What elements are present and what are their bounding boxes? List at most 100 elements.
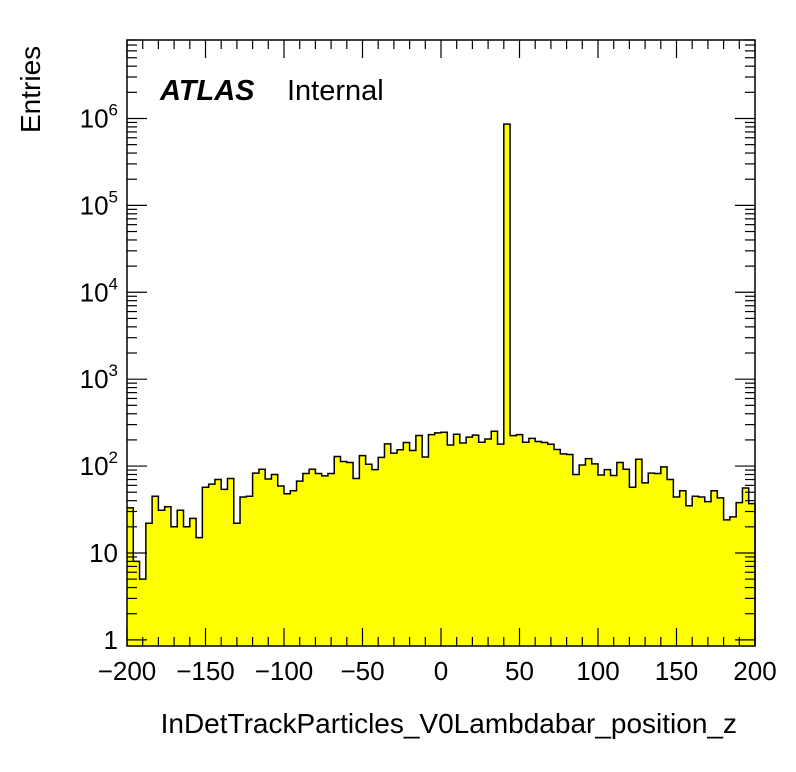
histogram-bin <box>384 443 392 646</box>
histogram-bin <box>252 473 260 646</box>
histogram-bin <box>390 453 398 646</box>
histogram-bin <box>497 444 505 646</box>
histogram-bin <box>459 443 467 646</box>
x-tick-label: 0 <box>434 656 448 686</box>
histogram-bin <box>170 526 178 646</box>
x-axis-ticks <box>126 40 756 646</box>
histogram-bin <box>591 463 599 646</box>
histogram-bin <box>334 456 341 646</box>
histogram-bin <box>554 449 561 646</box>
histogram-bin <box>566 454 574 646</box>
histogram-bin <box>453 434 461 646</box>
atlas-status-label: Internal <box>287 75 384 107</box>
histogram-bin <box>365 464 373 646</box>
histogram-bin <box>528 438 536 646</box>
histogram-bin <box>214 479 222 646</box>
histogram-bin <box>704 501 712 646</box>
histogram-bin <box>177 510 184 646</box>
x-tick-label: 200 <box>733 656 776 686</box>
histogram-bin <box>535 441 542 646</box>
histogram-bin <box>748 503 756 646</box>
histogram-bin <box>302 473 310 646</box>
histogram-bin <box>667 479 674 646</box>
y-axis-tick-labels: 1 10 102 103 104 105 106 <box>80 100 118 654</box>
histogram-bin <box>321 475 329 646</box>
histogram-bin <box>139 579 147 646</box>
histogram-bin <box>290 490 297 646</box>
histogram-bin <box>428 434 436 646</box>
histogram-bin <box>340 461 348 646</box>
histogram-bin <box>208 484 216 646</box>
histogram-bin <box>221 489 228 646</box>
histogram-bin <box>152 496 159 646</box>
histogram-outline <box>127 123 756 646</box>
histogram-bin <box>491 431 498 646</box>
histogram-bin <box>679 490 687 646</box>
y-tick-label: 102 <box>80 448 118 481</box>
histogram-bin <box>258 469 266 646</box>
y-tick-label: 104 <box>80 274 118 307</box>
histogram-bin <box>579 464 586 646</box>
histogram-bin <box>623 469 630 646</box>
histogram-bin <box>736 502 743 646</box>
histogram-bin <box>403 442 410 646</box>
x-axis-title: InDetTrackParticles_V0Lambdabar_position… <box>161 708 737 739</box>
histogram-bin <box>145 523 153 646</box>
x-tick-label: 50 <box>505 656 534 686</box>
histogram-bin <box>164 506 172 646</box>
x-tick-label: −50 <box>340 656 384 686</box>
histogram-bin <box>673 497 681 646</box>
histogram-bars <box>127 124 756 646</box>
histogram-bin <box>604 469 611 646</box>
histogram-bin <box>598 474 605 646</box>
histogram-bin <box>717 497 724 646</box>
histogram-bin <box>422 457 429 646</box>
histogram-bin <box>441 432 448 646</box>
histogram-bin <box>309 469 316 646</box>
histogram-bin <box>729 516 737 646</box>
histogram-bin <box>378 457 385 646</box>
y-tick-label: 106 <box>80 100 118 133</box>
y-axis-title: Entries <box>15 46 46 133</box>
histogram-bin <box>327 473 335 646</box>
histogram-bin <box>284 493 291 646</box>
x-tick-label: 100 <box>576 656 619 686</box>
histogram-bin <box>265 478 272 646</box>
histogram-bin <box>654 473 662 646</box>
histogram-bin <box>353 478 360 646</box>
histogram-bin <box>616 462 624 646</box>
histogram-bin <box>698 497 706 646</box>
histogram-bin <box>277 485 285 646</box>
histogram-bin <box>516 434 524 646</box>
histogram-bin <box>371 469 379 646</box>
histogram-bin <box>629 487 637 646</box>
histogram-bin <box>158 510 166 646</box>
x-axis-tick-labels: −200 −150 −100 −50 0 50 100 150 200 <box>98 656 777 686</box>
y-tick-label: 103 <box>80 361 118 394</box>
x-tick-label: −150 <box>176 656 235 686</box>
x-tick-label: 150 <box>655 656 698 686</box>
histogram-bin <box>359 455 367 646</box>
histogram-bin <box>484 438 492 646</box>
histogram-bin <box>246 496 253 646</box>
histogram-bin <box>547 444 555 646</box>
histogram-bin <box>560 453 567 646</box>
histogram-bin <box>711 490 718 646</box>
histogram-bin <box>522 442 530 646</box>
histogram-bin <box>635 459 643 646</box>
histogram-bin <box>240 497 247 646</box>
y-axis-ticks <box>127 39 755 641</box>
histogram-bin <box>409 450 417 646</box>
histogram-bin <box>133 561 140 646</box>
histogram-bin <box>447 444 454 646</box>
histogram-bin <box>196 537 203 646</box>
histogram-bin <box>541 442 549 646</box>
histogram-bin <box>183 526 191 646</box>
histogram-bin <box>315 473 323 646</box>
x-tick-label: −100 <box>255 656 314 686</box>
histogram-bin <box>572 474 580 646</box>
histogram-bin <box>202 487 210 646</box>
histogram-bin <box>610 475 618 646</box>
histogram-bin <box>271 474 279 646</box>
